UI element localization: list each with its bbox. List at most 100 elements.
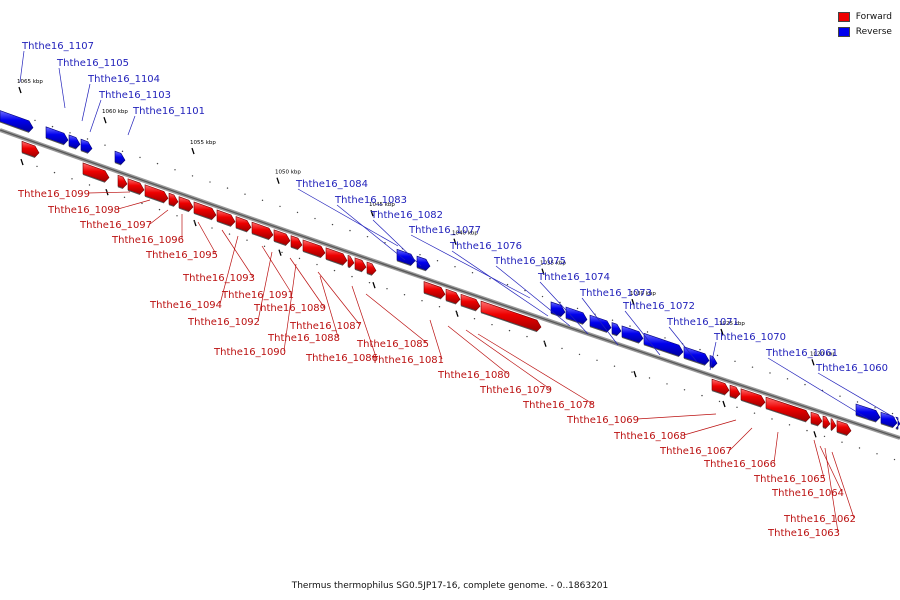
tick-label: 1040 kbp [452, 231, 478, 237]
minor-tick [736, 406, 738, 409]
reverse-gene-label: Ththe16_1074 [537, 272, 610, 283]
tick-label: 1065 kbp [17, 79, 43, 85]
major-tick: 1020 kbp [810, 351, 836, 438]
minor-tick [891, 412, 894, 415]
forward-gene-label: Ththe16_1079 [479, 385, 552, 396]
minor-tick [701, 394, 703, 397]
minor-tick [858, 447, 861, 449]
reverse-gene-label: Ththe16_1083 [334, 195, 407, 206]
reverse-gene-label: Ththe16_1104 [87, 74, 160, 85]
minor-tick [576, 307, 579, 310]
minor-tick [473, 317, 476, 320]
minor-tick [823, 435, 826, 438]
forward-gene-label: Ththe16_1095 [145, 250, 218, 261]
minor-tick [734, 360, 736, 363]
reverse-gene [855, 403, 881, 423]
leader-line [372, 219, 422, 267]
minor-tick [648, 377, 651, 379]
forward-gene [178, 196, 194, 213]
forward-gene [117, 174, 128, 190]
reverse-gene-label: Ththe16_1060 [815, 363, 888, 374]
gene-name: Ththe16_1066 [703, 459, 776, 470]
minor-tick [71, 178, 73, 180]
forward-gene [251, 221, 274, 241]
leader-line [297, 188, 399, 247]
forward-gene [273, 229, 291, 246]
leader-line [127, 115, 136, 136]
forward-gene-label: Ththe16_1096 [111, 235, 184, 246]
forward-gene [822, 415, 831, 430]
leader-line [351, 285, 377, 358]
minor-tick [368, 281, 371, 284]
minor-tick [664, 337, 666, 339]
leader-line [429, 319, 443, 360]
gene-name: Ththe16_1068 [613, 431, 686, 442]
minor-tick [718, 400, 721, 403]
minor-tick [314, 217, 316, 220]
reverse-gene [396, 248, 416, 267]
minor-tick [36, 165, 38, 168]
minor-tick [491, 323, 493, 326]
minor-tick [613, 365, 616, 367]
forward-gene-label: Ththe16_1067 [659, 446, 732, 457]
leader-line [539, 281, 589, 335]
minor-tick [893, 458, 896, 461]
forward-gene [325, 247, 348, 266]
gene-name: Ththe16_1081 [371, 355, 444, 366]
minor-tick [279, 205, 281, 208]
gene-name: Ththe16_1062 [783, 514, 856, 525]
gene-name: Ththe16_1075 [493, 256, 566, 267]
minor-tick [561, 347, 563, 350]
forward-gene [127, 178, 145, 196]
gene-name: Ththe16_1086 [305, 353, 378, 364]
leader-line [283, 263, 297, 352]
gene-name: Ththe16_1076 [449, 241, 522, 252]
legend: Forward Reverse [837, 9, 892, 39]
minor-tick [683, 389, 686, 391]
gene-features [0, 110, 900, 436]
minor-tick [438, 306, 441, 308]
minor-tick [123, 196, 126, 199]
minor-tick [596, 359, 598, 362]
forward-gene [302, 239, 326, 259]
legend-forward-label: Forward [855, 11, 892, 22]
forward-gene [445, 288, 461, 305]
leader-line [317, 271, 361, 326]
forward-gene [480, 300, 542, 333]
minor-tick [578, 353, 581, 356]
gene-name: Ththe16_1078 [522, 400, 595, 411]
gene-name: Ththe16_1074 [537, 272, 610, 283]
minor-tick [349, 229, 351, 232]
gene-name: Ththe16_1090 [213, 347, 286, 358]
minor-tick [34, 119, 36, 122]
leader-line [709, 341, 717, 371]
tick-marks: 1065 kbp 1060 kbp 1055 kbp 1050 kbp 1045 kbp… [17, 79, 896, 461]
minor-tick [121, 150, 124, 153]
minor-tick [786, 378, 789, 380]
tick-label: 1035 kbp [540, 261, 566, 267]
leader-line [447, 325, 509, 375]
gene-name: Ththe16_1064 [771, 488, 844, 499]
forward-gene-label: Ththe16_1066 [703, 459, 776, 470]
minor-tick [839, 395, 841, 397]
minor-tick [209, 181, 211, 183]
minor-tick [629, 325, 631, 327]
legend-forward: Forward [837, 9, 892, 24]
tick-label: 1030 kbp [630, 291, 656, 297]
forward-gene-label: Ththe16_1080 [437, 370, 510, 381]
minor-tick [176, 215, 178, 217]
minor-tick [753, 412, 756, 414]
forward-gene [290, 235, 303, 251]
reverse-gene [611, 322, 622, 337]
gene-name: Ththe16_1069 [566, 415, 639, 426]
minor-tick [806, 429, 808, 432]
major-tick: 1050 kbp [275, 170, 301, 256]
minor-tick [771, 418, 773, 420]
major-tick: 1065 kbp [17, 79, 43, 166]
gene-labels: Ththe16_1107 Ththe16_1105 Ththe16_1104 Thth… [17, 41, 888, 539]
minor-tick [296, 211, 299, 214]
forward-gene [82, 162, 110, 183]
forward-gene-label: Ththe16_1064 [771, 488, 844, 499]
reverse-gene-label: Ththe16_1070 [713, 332, 786, 343]
minor-tick [193, 221, 196, 223]
